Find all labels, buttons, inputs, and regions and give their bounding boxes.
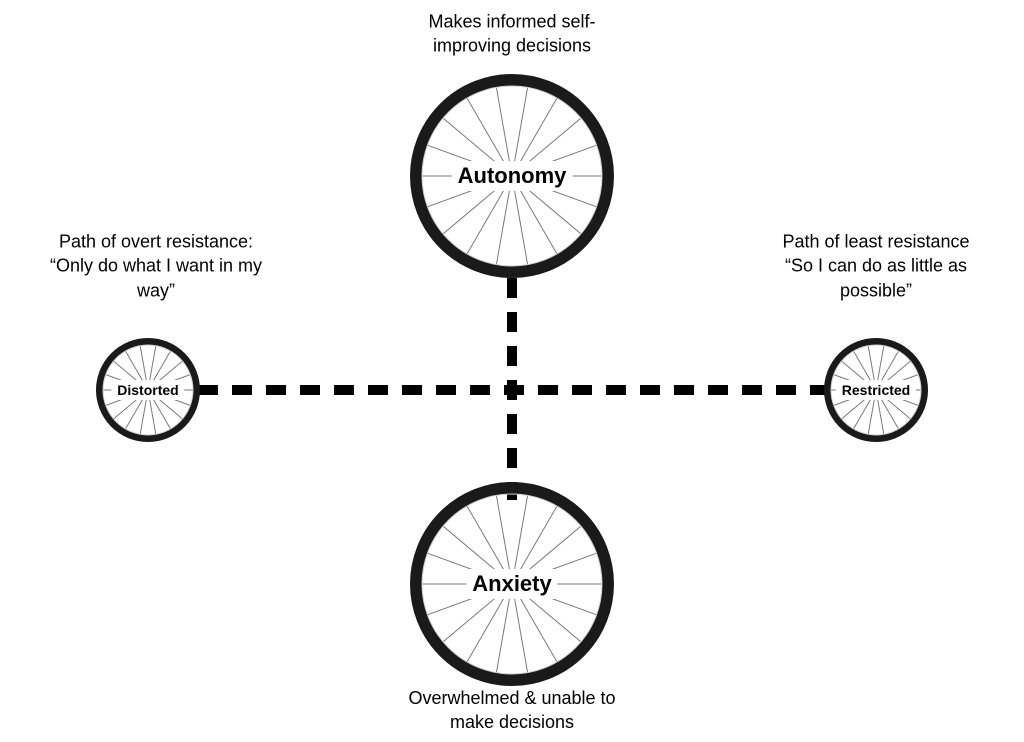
caption-top: Makes informed self- improving decisions <box>352 9 672 58</box>
caption-left: Path of overt resistance: “Only do what … <box>26 230 286 303</box>
caption-right: Path of least resistance “So I can do as… <box>756 230 996 303</box>
wheel-distorted: Distorted <box>96 338 200 442</box>
wheel-autonomy: Autonomy <box>410 74 614 278</box>
wheel-distorted-label: Distorted <box>111 380 184 400</box>
wheel-autonomy-label: Autonomy <box>452 161 573 191</box>
caption-bottom: Overwhelmed & unable to make decisions <box>332 686 692 735</box>
axis-vertical <box>507 278 517 500</box>
wheel-anxiety-label: Anxiety <box>466 569 557 599</box>
wheel-restricted: Restricted <box>824 338 928 442</box>
diagram-stage: Autonomy Anxiety Distorted Restricted Ma… <box>0 0 1024 742</box>
wheel-restricted-label: Restricted <box>836 380 916 400</box>
wheel-anxiety: Anxiety <box>410 482 614 686</box>
